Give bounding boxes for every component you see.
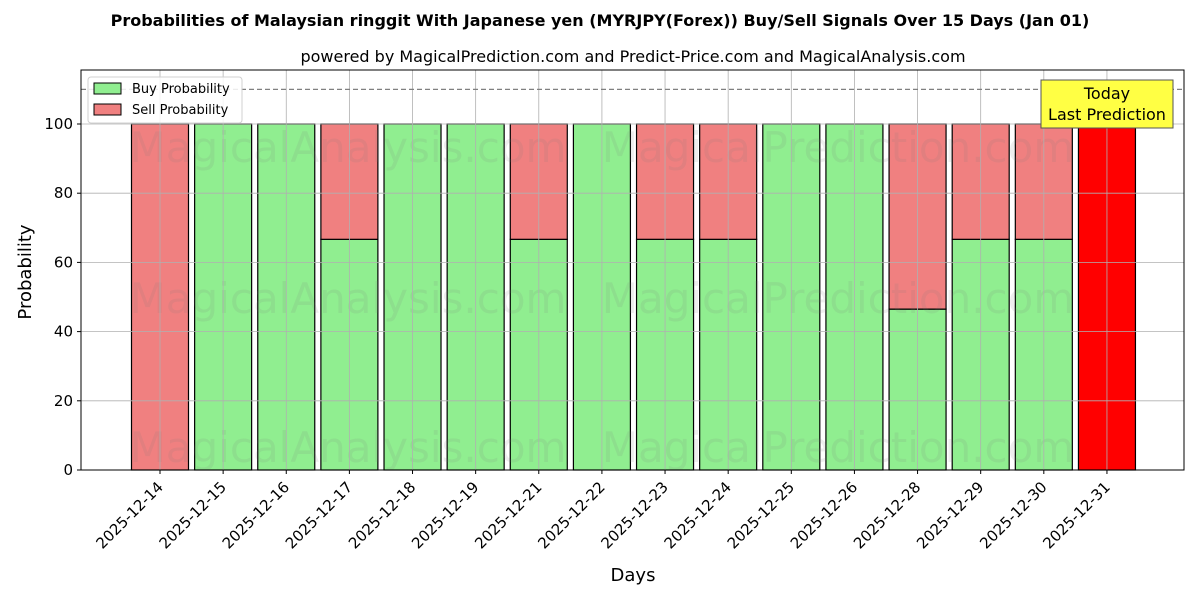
plot-area: MagicalAnalysis.com MagicalPrediction.com… xyxy=(44,69,1185,552)
x-tick-label: 2025-12-31 xyxy=(1039,478,1113,552)
x-axis-label: Days xyxy=(611,565,656,586)
annotation-last-prediction: Last Prediction xyxy=(1048,105,1166,124)
annotation-box xyxy=(1040,79,1174,129)
axes-frame xyxy=(80,69,1185,471)
x-tick-label: 2025-12-15 xyxy=(156,478,230,552)
watermark-text: MagicalAnalysis.com xyxy=(130,274,567,323)
y-tick-label: 40 xyxy=(54,323,73,341)
x-tick-label: 2025-12-22 xyxy=(534,478,608,552)
x-tick-label: 2025-12-28 xyxy=(850,478,924,552)
x-tick-label: 2025-12-14 xyxy=(92,478,166,552)
legend-swatch xyxy=(93,82,122,95)
annotation-today: Today xyxy=(1083,84,1130,103)
watermark-text: MagicalPrediction.com xyxy=(602,274,1075,323)
x-tick-label: 2025-12-16 xyxy=(219,478,293,552)
y-tick-label: 60 xyxy=(54,253,73,271)
x-tick-label: 2025-12-17 xyxy=(282,478,356,552)
watermark-text: MagicalPrediction.com xyxy=(602,423,1075,472)
legend-label: Buy Probability xyxy=(132,82,230,97)
x-tick-label: 2025-12-19 xyxy=(408,478,482,552)
legend xyxy=(87,76,243,124)
y-axis-label: Probability xyxy=(15,224,36,319)
y-tick-label: 100 xyxy=(44,115,73,133)
watermark-text: MagicalAnalysis.com xyxy=(130,123,567,172)
watermark-text: MagicalAnalysis.com xyxy=(130,423,567,472)
x-tick-label: 2025-12-26 xyxy=(787,478,861,552)
x-tick-label: 2025-12-30 xyxy=(976,478,1050,552)
legend-label: Sell Probability xyxy=(132,103,229,118)
legend-swatch xyxy=(93,103,122,116)
y-tick-label: 20 xyxy=(54,392,73,410)
chart-subtitle: powered by MagicalPrediction.com and Pre… xyxy=(300,47,965,66)
x-tick-label: 2025-12-29 xyxy=(913,478,987,552)
y-tick-label: 0 xyxy=(63,461,73,479)
watermark-text: MagicalPrediction.com xyxy=(602,123,1075,172)
x-tick-label: 2025-12-21 xyxy=(471,478,545,552)
x-tick-label: 2025-12-23 xyxy=(597,478,671,552)
chart-title: Probabilities of Malaysian ringgit With … xyxy=(111,11,1090,30)
y-tick-label: 80 xyxy=(54,184,73,202)
x-tick-label: 2025-12-25 xyxy=(724,478,798,552)
x-tick-label: 2025-12-24 xyxy=(661,478,735,552)
x-tick-label: 2025-12-18 xyxy=(345,478,419,552)
